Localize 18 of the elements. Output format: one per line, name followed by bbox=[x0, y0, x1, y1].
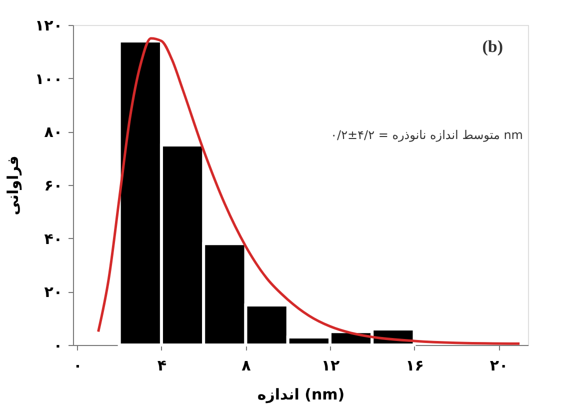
x-tick-label: ۲۰ bbox=[490, 356, 508, 374]
x-tick-label: ۱۶ bbox=[406, 356, 424, 374]
annotation: متوسط اندازه نانوذره = ۴/۲±۰/۲ nm bbox=[330, 128, 523, 142]
x-axis-title: اندازه (nm) bbox=[257, 386, 345, 404]
line-series bbox=[97, 37, 521, 345]
y-tick-label: ۴۰ bbox=[44, 230, 62, 248]
x-tick-label: ۸ bbox=[242, 356, 251, 374]
x-tick-label: ۴ bbox=[157, 356, 167, 374]
y-tick-label: ۱۲۰ bbox=[35, 16, 62, 34]
y-tick-label: ۰ bbox=[53, 336, 62, 354]
annotation: (b) bbox=[482, 37, 503, 56]
y-tick-label: ۲۰ bbox=[44, 283, 62, 302]
y-tick-label: ۸۰ bbox=[44, 123, 62, 142]
y-tick-label: ۶۰ bbox=[44, 176, 62, 194]
y-axis-title: فراوانی bbox=[4, 156, 22, 216]
x-tick-label: ۰ bbox=[73, 356, 82, 374]
x-tick-label: ۱۲ bbox=[321, 356, 340, 374]
y-tick-label: ۱۰۰ bbox=[35, 70, 62, 88]
